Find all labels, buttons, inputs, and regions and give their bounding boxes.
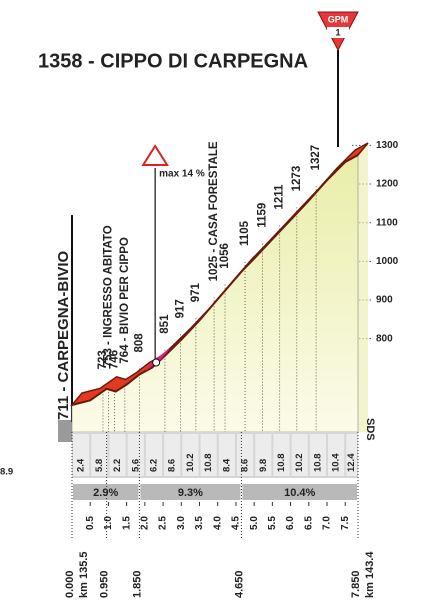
waypoint-label: 851 [159,314,171,334]
gradient-label: 8.6 [167,459,178,472]
gradient-cell [273,434,290,476]
section-bar [140,484,241,500]
waypoint-label: 1273 [291,166,303,192]
y-tick-label: 1100 [376,217,398,228]
gradient-label: 2.2 [112,459,123,472]
y-tick-label: 1000 [376,256,399,267]
gradient-cell [346,434,357,476]
max-sign [141,144,169,166]
x-tick-label: 4.5 [231,516,242,530]
gradient-cell [291,434,308,476]
gradient-cell [91,434,108,476]
waypoint-label: 1159 [257,203,269,228]
y-tick-label: 1300 [376,140,399,151]
gradient-cell [73,434,90,476]
gradient-label: 10.4 [331,453,342,472]
x-tick-label: 6.5 [303,516,314,530]
x-tick-label: 5.5 [267,516,278,530]
x-tick-label: 7.5 [340,516,351,530]
badge-top: GPM [328,14,349,24]
gradient-label: 10.8 [203,454,214,473]
section-bar [242,484,357,500]
x-tick-label: 5.0 [249,516,260,530]
gradient-label: 8.4 [221,458,232,472]
chart-title: 1358 - CIPPO DI CARPEGNA [38,50,308,72]
x-tick-label: 4.0 [212,516,223,530]
marker-label: 0.000 [64,570,76,598]
gradient-cell [218,434,235,476]
gradient-label: 10.8 [312,454,323,473]
x-tick-label: 6.0 [285,516,296,530]
gradient-label: 9.8 [258,459,269,472]
gpm-badge: GPM 1 [317,11,359,52]
gradient-label: 6.2 [148,459,159,472]
gradient-cell [109,434,126,476]
gradient-label: 10.8 [276,454,287,473]
waypoint-label: 753 - INGRESSO ABITATO [102,225,114,367]
gradient-cell [200,434,217,476]
section-label: 10.4% [284,487,315,499]
waypoint-label: 1025 - CASA FORESTALE [208,141,220,281]
gradient-cell [145,434,163,476]
waypoint-label: 1211 [274,184,286,210]
section-bar [73,484,139,500]
waypoint-label: 1105 [239,220,251,246]
gradient-label: 8.9 [0,467,13,478]
waypoint-label: 1056 [219,243,231,269]
x-tick-label: 7.0 [322,516,333,530]
brand: SDS [364,418,376,441]
gradient-label: 5.8 [94,459,105,472]
waypoint-label: 746 [109,350,121,369]
gradient-label: 12.4 [346,453,357,472]
section-label: 2.9% [93,487,118,499]
waypoint-label: 764 - BIVIO PER CIPPO [119,237,131,364]
gradient-cell [309,434,327,476]
gradient-label: 5.6 [130,459,141,472]
gradient-label: 8.6 [240,459,251,472]
gradient-cell [255,434,272,476]
gradient-cell [182,434,199,476]
waypoint-label: 971 [190,282,202,302]
max-label: max 14 % [159,169,205,180]
marker-label: 0.950 [99,570,111,598]
gradient-label: 10.2 [185,454,196,473]
waypoint-label: 808 [133,333,145,353]
x-tick-label: 1.5 [121,516,132,530]
start-label: 711 - CARPEGNA-BIVIO [55,250,72,420]
y-tick-label: 800 [376,333,393,344]
x-tick-label: 2.0 [140,516,151,530]
badge-bottom: 1 [335,27,340,37]
x-tick-label: 3.5 [194,516,205,530]
max-point [152,358,161,367]
y-tick-label: 1200 [376,179,399,190]
x-tick-label: 2.5 [158,516,169,530]
x-tick-label: 1.0 [103,516,114,530]
marker-label: 1.850 [131,570,143,598]
gradient-cell [328,434,345,476]
gradient-cell [164,434,181,476]
km-start: km 135.5 [78,552,90,598]
waypoint-label: 723 [97,350,109,369]
marker-label: 4.650 [233,570,245,598]
section-label: 9.3% [178,487,203,499]
waypoint-label: 917 [175,299,187,318]
gradient-label: 2.4 [76,458,87,472]
km-end: km 143.4 [364,551,376,598]
base-block [58,420,72,442]
x-tick-label: 0.5 [85,516,96,530]
marker-label: 7.850 [350,570,362,598]
road-edge [71,154,359,406]
y-tick-label: 900 [376,295,393,306]
badge-box [327,27,349,38]
x-tick-label: 3.0 [176,516,187,530]
gradient-label: 10.2 [294,454,305,473]
waypoint-label: 1327 [310,145,322,171]
